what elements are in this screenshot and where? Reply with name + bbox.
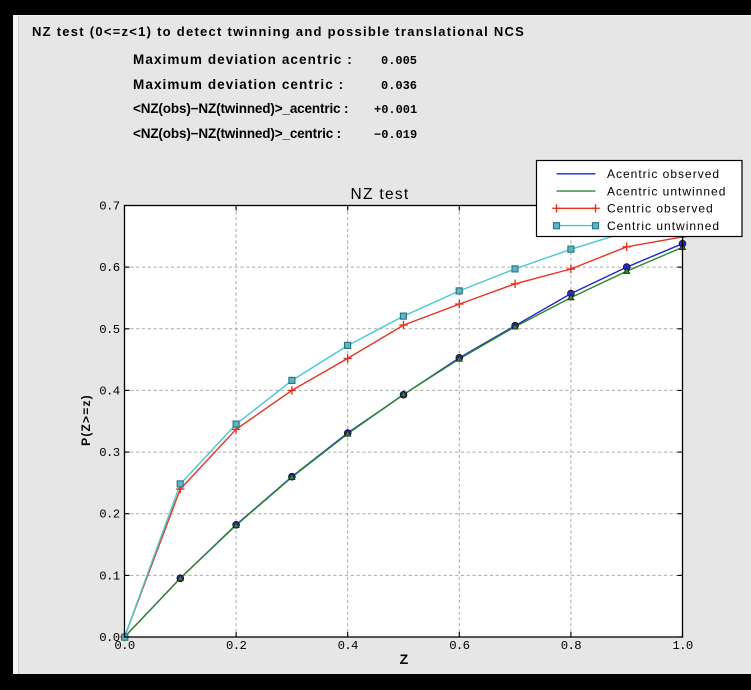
svg-text:Acentric untwinned: Acentric untwinned bbox=[607, 184, 726, 198]
svg-text:0.0: 0.0 bbox=[99, 631, 119, 645]
svg-text:Centric untwinned: Centric untwinned bbox=[607, 219, 720, 233]
svg-text:0.4: 0.4 bbox=[338, 639, 358, 653]
svg-text:NZ test: NZ test bbox=[350, 186, 409, 203]
svg-text:0.2: 0.2 bbox=[226, 639, 246, 653]
svg-text:0.3: 0.3 bbox=[99, 446, 119, 460]
svg-text:0.0: 0.0 bbox=[114, 639, 134, 653]
svg-text:0.2: 0.2 bbox=[99, 508, 119, 522]
svg-text:0.5: 0.5 bbox=[99, 323, 119, 337]
svg-text:1.0: 1.0 bbox=[672, 639, 692, 653]
svg-text:Acentric observed: Acentric observed bbox=[607, 167, 720, 181]
svg-text:0.6: 0.6 bbox=[99, 261, 119, 275]
svg-text:0.8: 0.8 bbox=[561, 639, 581, 653]
svg-text:0.1: 0.1 bbox=[99, 569, 119, 583]
svg-text:Centric observed: Centric observed bbox=[607, 202, 714, 216]
svg-text:0.7: 0.7 bbox=[99, 200, 119, 214]
svg-text:P(Z>=z): P(Z>=z) bbox=[79, 394, 93, 446]
svg-text:0.4: 0.4 bbox=[99, 384, 119, 398]
svg-text:Z: Z bbox=[400, 651, 409, 667]
svg-text:0.6: 0.6 bbox=[449, 639, 469, 653]
